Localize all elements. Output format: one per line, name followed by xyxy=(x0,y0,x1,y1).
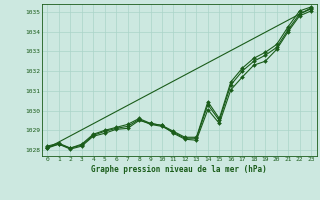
X-axis label: Graphe pression niveau de la mer (hPa): Graphe pression niveau de la mer (hPa) xyxy=(91,165,267,174)
